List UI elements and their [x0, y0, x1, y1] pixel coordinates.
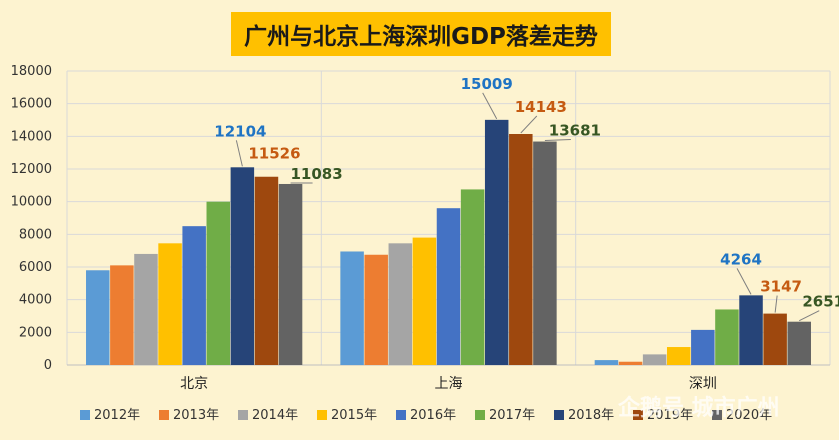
- data-label: 12104: [214, 122, 266, 140]
- bar: [618, 361, 643, 365]
- y-tick-label: 16000: [11, 97, 52, 112]
- bar: [278, 183, 303, 365]
- data-label-leader: [736, 268, 752, 295]
- bar: [412, 237, 437, 365]
- data-label: 14143: [515, 98, 567, 116]
- bar: [642, 354, 667, 365]
- bar: [388, 243, 413, 365]
- legend-swatch: [396, 410, 406, 420]
- data-label: 13681: [549, 122, 601, 140]
- legend-swatch: [238, 410, 248, 420]
- y-tick-label: 12000: [11, 162, 52, 177]
- y-tick-label: 6000: [19, 260, 52, 275]
- y-tick-label: 2000: [19, 325, 52, 340]
- data-label: 15009: [461, 75, 513, 93]
- bar: [86, 270, 110, 365]
- y-tick-label: 18000: [11, 64, 52, 79]
- y-tick-label: 10000: [11, 195, 52, 210]
- data-label-leader: [544, 139, 571, 142]
- data-label-leader: [235, 140, 243, 167]
- bar: [158, 243, 182, 365]
- bar: [763, 313, 787, 365]
- bar: [666, 347, 691, 365]
- data-label: 4264: [720, 250, 762, 268]
- data-label-leader: [799, 310, 820, 322]
- x-category-label: 北京: [180, 376, 208, 392]
- legend-label: 2014年: [252, 408, 298, 423]
- x-category-label: 深圳: [689, 376, 717, 392]
- legend-label: 2016年: [410, 408, 456, 423]
- bar: [230, 167, 255, 365]
- bar: [460, 189, 485, 365]
- legend-label: 2012年: [94, 408, 140, 423]
- bar: [484, 119, 509, 365]
- legend-label: 2018年: [568, 408, 614, 423]
- bar: [715, 309, 739, 365]
- data-label: 11083: [290, 165, 342, 183]
- bar: [206, 201, 231, 365]
- x-category-label: 上海: [435, 376, 463, 392]
- bar: [254, 176, 279, 365]
- bar: [110, 265, 134, 365]
- legend-label: 2020年: [726, 408, 772, 423]
- bar: [364, 254, 388, 365]
- legend-label: 2013年: [173, 408, 219, 423]
- y-tick-label: 0: [44, 358, 52, 373]
- bar: [509, 133, 533, 365]
- bar: [436, 208, 461, 365]
- bar: [739, 295, 763, 365]
- watermark: 企鹅号 城市广州: [617, 395, 780, 421]
- legend-swatch: [475, 410, 485, 420]
- legend-swatch: [633, 410, 643, 420]
- legend-swatch: [80, 410, 90, 420]
- data-label-leader: [520, 115, 538, 134]
- bar: [594, 360, 619, 365]
- bar: [787, 321, 811, 365]
- data-label-leader: [774, 295, 778, 313]
- legend-swatch: [554, 410, 564, 420]
- chart-title-box: 广州与北京上海深圳GDP落差走势: [231, 12, 611, 56]
- data-label: 2651: [802, 293, 839, 311]
- bar: [533, 141, 557, 365]
- chart-title: 广州与北京上海深圳GDP落差走势: [244, 24, 598, 50]
- data-label: 11526: [248, 145, 300, 163]
- legend-label: 2017年: [489, 408, 535, 423]
- bar: [182, 226, 206, 365]
- legend-label: 2015年: [331, 408, 377, 423]
- bar: [134, 253, 158, 365]
- y-tick-label: 14000: [11, 129, 52, 144]
- bar: [340, 251, 364, 365]
- legend-swatch: [159, 410, 169, 420]
- data-label: 3147: [760, 278, 802, 296]
- bar: [691, 329, 715, 365]
- data-label-leader: [482, 92, 498, 120]
- y-tick-label: 8000: [19, 227, 52, 242]
- legend-swatch: [712, 410, 722, 420]
- legend-swatch: [317, 410, 327, 420]
- y-tick-label: 4000: [19, 293, 52, 308]
- legend-label: 2019年: [647, 408, 693, 423]
